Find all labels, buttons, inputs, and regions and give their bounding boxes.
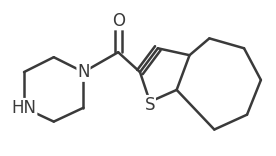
Text: HN: HN <box>12 99 36 117</box>
Text: O: O <box>112 12 125 29</box>
Text: S: S <box>145 96 155 114</box>
Text: N: N <box>77 63 90 81</box>
